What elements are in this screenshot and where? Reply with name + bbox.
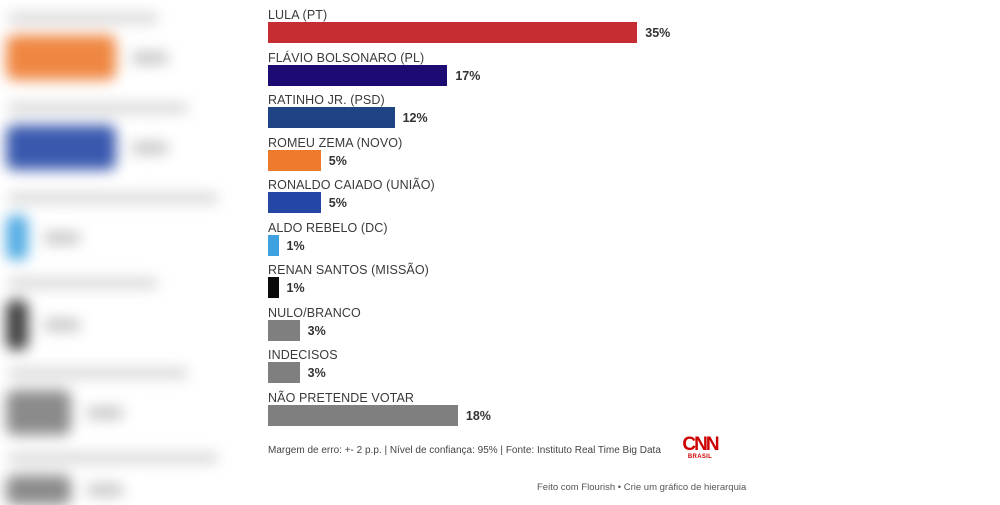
chart-footnote: Margem de erro: +- 2 p.p. | Nível de con… xyxy=(268,445,661,456)
bar-value-label: 1% xyxy=(286,238,305,253)
bar xyxy=(268,192,321,213)
bar xyxy=(268,22,638,43)
ghost-value xyxy=(44,231,80,244)
logo-subtext: BRASIL xyxy=(687,454,713,460)
bar-label: RONALDO CAIADO (UNIÃO) xyxy=(268,178,435,192)
ghost-bar xyxy=(6,215,28,260)
chart-row: INDECISOS 3% xyxy=(268,348,738,391)
bar xyxy=(268,64,448,86)
ghost-label xyxy=(8,453,218,463)
ghost-value xyxy=(132,141,168,154)
bar xyxy=(268,149,321,171)
bar-value-label: 18% xyxy=(465,408,491,423)
bar-value-label: 12% xyxy=(402,111,428,125)
ghost-value xyxy=(132,51,168,64)
bar-label: ALDO REBELO (DC) xyxy=(268,220,388,235)
bar-label: ROMEU ZEMA (NOVO) xyxy=(268,135,403,150)
chart-row: NULO/BRANCO 3% xyxy=(268,306,738,349)
ghost-label xyxy=(8,193,218,203)
bar xyxy=(268,277,279,298)
ghost-label xyxy=(8,103,188,113)
chart-row: ALDO REBELO (DC) 1% xyxy=(268,221,738,264)
flourish-credits-link[interactable]: Feito com Flourish • Crie um gráfico de … xyxy=(537,482,747,493)
bar-value-label: 3% xyxy=(307,366,326,380)
bar-value-label: 17% xyxy=(455,68,481,83)
cnn-brasil-logo: CNN BRASIL xyxy=(680,434,720,461)
bar xyxy=(268,107,395,128)
bar-label: RATINHO JR. (PSD) xyxy=(268,93,385,107)
chart-row: RONALDO CAIADO (UNIÃO) 5% xyxy=(268,178,738,221)
bar-value-label: 5% xyxy=(328,153,347,168)
bar xyxy=(268,404,458,426)
logo-text: CNN xyxy=(682,434,719,455)
bar-label: RENAN SANTOS (MISSÃO) xyxy=(268,263,429,277)
ghost-label xyxy=(8,13,158,23)
bar-value-label: 1% xyxy=(286,281,305,295)
bar-label: LULA (PT) xyxy=(268,8,328,22)
bar xyxy=(268,319,300,341)
ghost-value xyxy=(87,406,123,419)
bar-label: FLÁVIO BOLSONARO (PL) xyxy=(268,50,425,65)
bar xyxy=(268,234,279,256)
bar-value-label: 35% xyxy=(645,26,671,40)
chart-row: LULA (PT) 35% xyxy=(268,8,738,51)
ghost-bar xyxy=(6,475,71,505)
ghost-value xyxy=(87,484,123,496)
chart-row: ROMEU ZEMA (NOVO) 5% xyxy=(268,136,738,179)
bar-value-label: 3% xyxy=(307,323,326,338)
ghost-bar xyxy=(6,300,28,350)
ghost-label xyxy=(8,368,188,378)
blurred-background-chart xyxy=(0,0,258,505)
ghost-bar xyxy=(6,390,71,435)
chart-row: RENAN SANTOS (MISSÃO) 1% xyxy=(268,263,738,306)
ghost-bar xyxy=(6,125,116,170)
ghost-label xyxy=(8,278,158,288)
bar-chart: LULA (PT) 35% FLÁVIO BOLSONARO (PL) 17% RATI… xyxy=(268,8,738,433)
ghost-value xyxy=(44,319,80,331)
chart-row: NÃO PRETENDE VOTAR 18% xyxy=(268,391,738,434)
bar-value-label: 5% xyxy=(328,196,347,210)
bar-label: INDECISOS xyxy=(268,348,338,362)
chart-row: RATINHO JR. (PSD) 12% xyxy=(268,93,738,136)
bar-label: NÃO PRETENDE VOTAR xyxy=(268,390,415,405)
bar xyxy=(268,362,300,383)
ghost-bar xyxy=(6,35,116,80)
chart-row: FLÁVIO BOLSONARO (PL) 17% xyxy=(268,51,738,94)
bar-label: NULO/BRANCO xyxy=(268,305,361,320)
